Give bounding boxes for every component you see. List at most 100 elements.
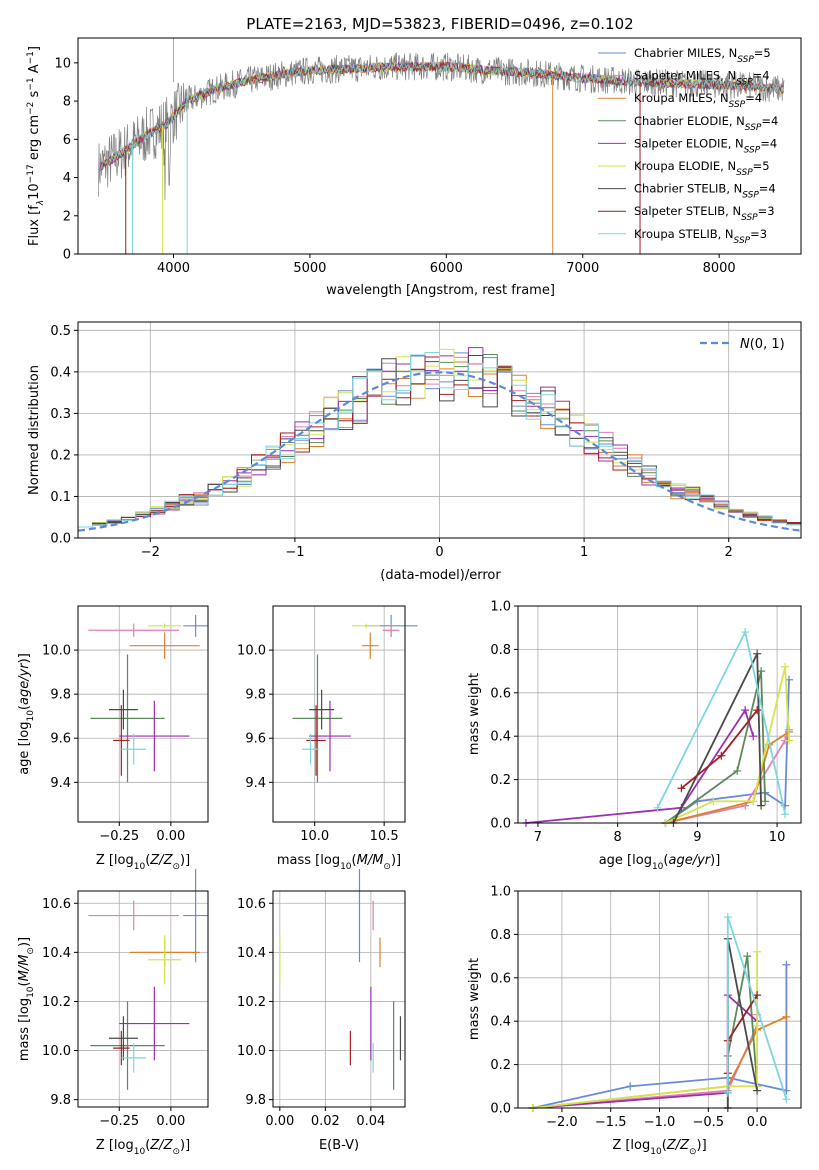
x-axis-label: Z [log10(Z/Z⊙)]	[96, 853, 190, 872]
label-part: Flux [f	[27, 205, 42, 246]
y-tick-label: 9.8	[50, 1093, 71, 1108]
y-tick-label: 0	[63, 248, 71, 263]
sfh-marker	[782, 960, 791, 969]
y-tick-label: 0.0	[50, 532, 71, 547]
y-axis-label: mass [log10(M/M⊙)]	[17, 937, 36, 1061]
y-tick-label: 9.8	[245, 1093, 266, 1108]
label-part: SSP	[744, 145, 761, 155]
y-tick-label: 0.0	[490, 817, 511, 832]
x-tick-label: 2	[725, 545, 733, 560]
y-tick-label: 0.2	[50, 448, 71, 463]
label-part: Salpeter STELIB, N	[634, 204, 741, 218]
sfh-marker	[781, 810, 790, 819]
y-tick-label: 10.0	[237, 1044, 266, 1059]
label-part: Z/Z	[149, 853, 173, 868]
y-tick-label: 0.8	[490, 643, 511, 658]
panel-mass_vs_ebv: 0.00 0.02 0.04 9.8 10.0 10.2 10.4 10.6 E(B-V)	[237, 868, 406, 1153]
label-part: −17	[26, 164, 36, 183]
label-part: =5	[753, 159, 770, 173]
label-part: =4	[759, 182, 776, 196]
y-tick-label: 9.6	[245, 732, 266, 747]
x-tick-label: 10.0	[300, 829, 329, 844]
sfh-marker	[723, 1088, 732, 1097]
y-tick-label: 0.6	[490, 686, 511, 701]
label-part: ⊙	[26, 947, 36, 955]
x-tick-label: −0.5	[693, 1115, 725, 1130]
panel-age_vs_Z: −0.25 0.009.49.69.810.0Z [log10(Z/Z⊙)]age…	[17, 605, 209, 872]
label-part: M/M	[357, 853, 384, 868]
x-axis-label: (data-model)/error	[380, 568, 501, 583]
label-part: (	[145, 853, 150, 868]
label-part: =4	[760, 136, 777, 150]
legend-entry: N(0, 1)	[740, 337, 785, 352]
legend-entry: Chabrier MILES, NSSP=5	[634, 46, 771, 65]
label-part: ⊙	[383, 862, 391, 872]
label-part: )]	[180, 853, 190, 868]
label-part: =4	[753, 69, 770, 83]
x-tick-label: 9	[693, 830, 701, 845]
y-tick-label: 10.2	[42, 995, 71, 1010]
legend-entry: Kroupa ELODIE, NSSP=5	[634, 159, 770, 178]
sfh-marker	[753, 706, 762, 715]
sfh-marker	[709, 797, 718, 806]
label-part: =3	[750, 227, 767, 241]
y-tick-label: 1.0	[490, 600, 511, 615]
y-axis-label: Normed distribution	[27, 365, 42, 495]
label-part: SSP	[741, 213, 758, 223]
label-part: )]	[180, 1138, 190, 1153]
label-part: 10	[26, 986, 36, 998]
panel-massweight_vs_Z: −2.0 −1.5 −1.0 −0.5 0.0 0.0 0.2 0.4 0.6 0.8 1.0 Z […	[467, 885, 802, 1157]
label-part: ⊙	[689, 1147, 697, 1157]
model-spectrum	[99, 61, 784, 172]
plot-spectrum	[98, 38, 785, 254]
frame-spectrum	[77, 37, 802, 255]
y-tick-label: 8	[63, 95, 71, 110]
label-part: age/yr	[17, 662, 32, 705]
plot-age_vs_Z	[88, 614, 208, 783]
grid-massweight_vs_Z	[518, 890, 801, 1109]
label-part: (	[662, 1138, 667, 1153]
x-tick-label: −1.5	[595, 1115, 627, 1130]
figure-title: PLATE=2163, MJD=53823, FIBERID=0496, z=0…	[246, 15, 633, 33]
y-tick-label: 10.2	[237, 995, 266, 1010]
label-part: −1	[26, 77, 36, 90]
sfh-marker	[753, 991, 762, 1000]
normal-curve	[77, 371, 802, 532]
plot-massweight_vs_Z	[528, 913, 791, 1112]
label-part: Salpeter MILES, N	[634, 69, 736, 83]
sfh-marker	[626, 1082, 635, 1091]
frame-mass_vs_Z	[77, 890, 209, 1108]
plot-massweight_vs_age	[521, 628, 794, 827]
sfh-line	[525, 708, 755, 824]
legend-entry: Kroupa STELIB, NSSP=3	[634, 227, 767, 246]
label-part: Z [log	[96, 853, 134, 868]
label-part: )]	[710, 853, 720, 868]
label-part: Kroupa MILES, N	[634, 91, 729, 105]
legend-entry: Chabrier STELIB, NSSP=4	[634, 182, 776, 201]
sfh-marker	[757, 801, 766, 810]
sfh-marker	[677, 784, 686, 793]
plot-mass_vs_ebv	[279, 868, 402, 1090]
histogram-step	[78, 352, 801, 528]
label-part: age [log	[17, 722, 32, 775]
y-tick-label: 0.2	[490, 1058, 511, 1073]
label-part: erg cm	[27, 115, 42, 164]
label-part: ⊙	[172, 862, 180, 872]
label-part: Chabrier STELIB, N	[634, 182, 742, 196]
sfh-marker	[782, 1012, 791, 1021]
x-axis-label: Z [log10(Z/Z⊙)]	[96, 1138, 190, 1157]
label-part: λ	[36, 200, 46, 206]
label-part: (	[17, 981, 32, 986]
label-part: SSP	[734, 236, 751, 246]
x-tick-label: 10.5	[370, 829, 399, 844]
grid-mass_vs_ebv	[273, 891, 405, 1107]
x-tick-label: 0.02	[311, 1114, 340, 1129]
sfh-line	[672, 653, 762, 824]
x-tick-label: 6000	[430, 261, 463, 276]
axis-label: age [log10(age/yr)]	[599, 853, 721, 872]
label-part: =4	[761, 114, 778, 128]
sfh-marker	[782, 1095, 791, 1104]
label-part: (	[17, 705, 32, 710]
sfh-marker	[733, 766, 742, 775]
